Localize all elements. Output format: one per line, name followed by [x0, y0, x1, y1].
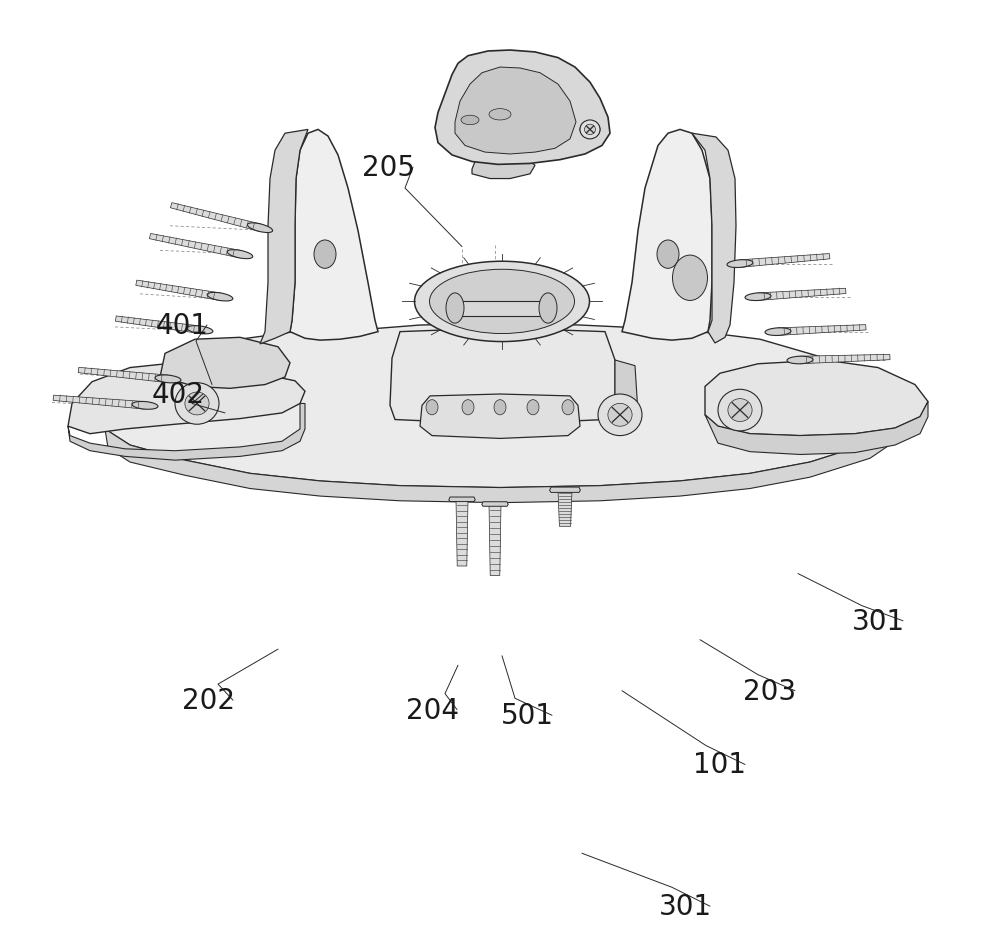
Polygon shape: [420, 395, 580, 439]
Ellipse shape: [562, 400, 574, 415]
Polygon shape: [160, 338, 290, 389]
Polygon shape: [740, 254, 830, 268]
Polygon shape: [489, 505, 501, 576]
Ellipse shape: [489, 110, 511, 121]
Text: 101: 101: [694, 750, 746, 779]
Text: 205: 205: [362, 154, 415, 182]
Polygon shape: [482, 502, 508, 507]
Ellipse shape: [430, 270, 574, 334]
Circle shape: [185, 393, 209, 415]
Text: 301: 301: [658, 892, 712, 920]
Polygon shape: [136, 280, 221, 301]
Ellipse shape: [247, 224, 273, 233]
Polygon shape: [705, 361, 928, 436]
Text: 202: 202: [182, 686, 234, 715]
Polygon shape: [53, 396, 145, 410]
Text: 203: 203: [743, 677, 797, 705]
Polygon shape: [149, 234, 241, 259]
Circle shape: [598, 395, 642, 436]
Polygon shape: [456, 500, 468, 566]
Polygon shape: [115, 316, 201, 334]
Ellipse shape: [132, 402, 158, 410]
Ellipse shape: [446, 294, 464, 324]
Polygon shape: [705, 402, 928, 455]
Circle shape: [608, 404, 632, 427]
Ellipse shape: [527, 400, 539, 415]
Ellipse shape: [187, 327, 213, 334]
Polygon shape: [449, 497, 475, 502]
Polygon shape: [622, 130, 712, 341]
Text: 402: 402: [152, 380, 205, 409]
Polygon shape: [758, 289, 846, 301]
Polygon shape: [435, 51, 610, 165]
Polygon shape: [260, 130, 308, 345]
Ellipse shape: [745, 294, 771, 301]
Circle shape: [728, 399, 752, 422]
Polygon shape: [692, 134, 736, 344]
Polygon shape: [550, 488, 580, 493]
Ellipse shape: [580, 122, 600, 139]
Ellipse shape: [672, 256, 708, 301]
Circle shape: [584, 126, 596, 136]
Polygon shape: [68, 404, 305, 461]
Ellipse shape: [727, 261, 753, 268]
Text: 501: 501: [501, 701, 554, 730]
Ellipse shape: [787, 357, 813, 364]
Ellipse shape: [765, 329, 791, 336]
Text: 401: 401: [156, 312, 208, 340]
Polygon shape: [390, 329, 615, 425]
Polygon shape: [778, 326, 866, 336]
Circle shape: [580, 121, 600, 140]
Text: 204: 204: [406, 696, 458, 724]
Polygon shape: [800, 355, 890, 364]
Polygon shape: [605, 361, 638, 427]
Circle shape: [175, 383, 219, 425]
Polygon shape: [105, 425, 895, 503]
Polygon shape: [170, 203, 261, 232]
Polygon shape: [290, 130, 378, 341]
Polygon shape: [68, 363, 305, 434]
Ellipse shape: [227, 250, 253, 260]
Polygon shape: [455, 68, 576, 155]
Polygon shape: [105, 324, 895, 488]
Polygon shape: [78, 368, 168, 383]
Ellipse shape: [207, 293, 233, 302]
Ellipse shape: [461, 116, 479, 126]
Ellipse shape: [657, 241, 679, 269]
Ellipse shape: [539, 294, 557, 324]
Ellipse shape: [426, 400, 438, 415]
Text: 301: 301: [851, 607, 905, 635]
Ellipse shape: [415, 261, 590, 342]
Circle shape: [718, 390, 762, 431]
Ellipse shape: [494, 400, 506, 415]
Polygon shape: [558, 491, 572, 527]
Polygon shape: [455, 302, 548, 316]
Ellipse shape: [155, 376, 181, 383]
Polygon shape: [472, 158, 535, 179]
Ellipse shape: [314, 241, 336, 269]
Ellipse shape: [462, 400, 474, 415]
